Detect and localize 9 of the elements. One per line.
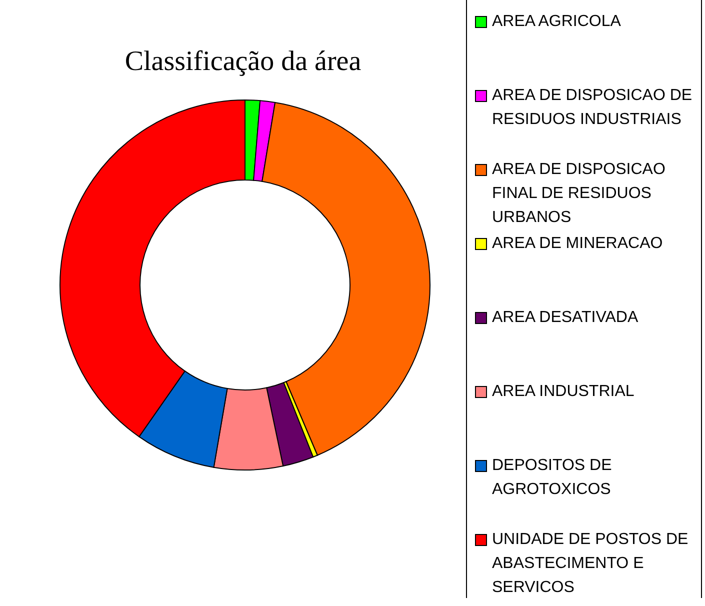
legend-label: AREA INDUSTRIAL bbox=[492, 382, 634, 402]
legend-label: UNIDADE DE POSTOS DE ABASTECIMENTO E SERVICOS bbox=[492, 530, 690, 598]
legend-label: DEPOSITOS DE AGROTOXICOS bbox=[492, 456, 613, 500]
legend-label: AREA DE DISPOSICAO DE RESIDUOS INDUSTRIAIS bbox=[492, 86, 694, 130]
legend-label: AREA DESATIVADA bbox=[492, 308, 638, 328]
legend-label: AREA DE DISPOSICAO FINAL DE RESIDUOS URBANOS bbox=[492, 160, 666, 228]
legend-label: AREA DE MINERACAO bbox=[492, 234, 663, 254]
legend-label: AREA AGRICOLA bbox=[492, 12, 621, 32]
text: Classificação da área bbox=[124, 46, 362, 78]
